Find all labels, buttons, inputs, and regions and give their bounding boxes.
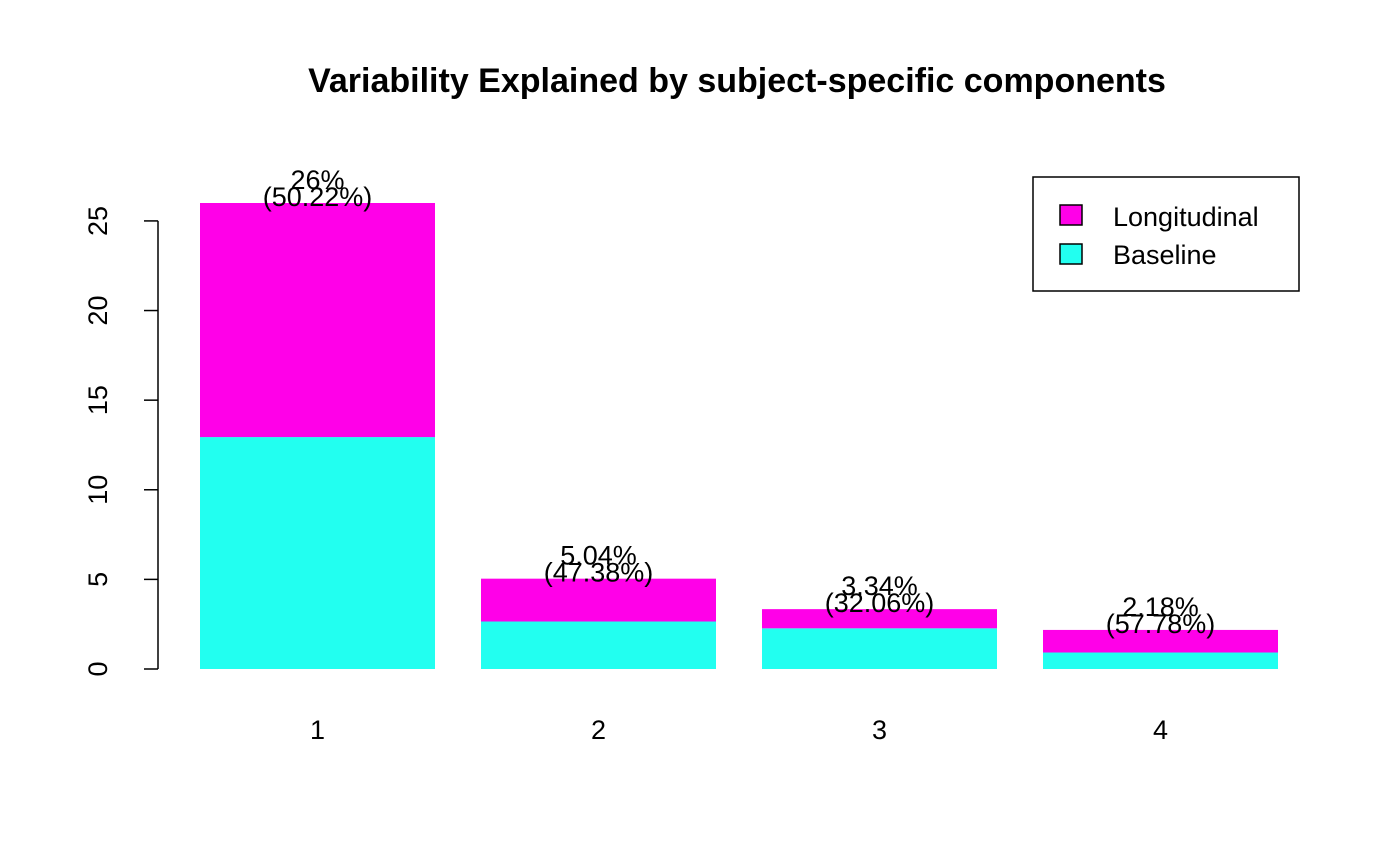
bar-4-baseline bbox=[1043, 652, 1278, 669]
y-tick-label-25: 25 bbox=[83, 206, 113, 236]
x-tick-labels: 1 2 3 4 bbox=[310, 715, 1168, 745]
y-tick-label-15: 15 bbox=[83, 385, 113, 415]
bar-share-label-4: (57.78%) bbox=[1106, 609, 1216, 639]
x-tick-label-2: 2 bbox=[591, 715, 606, 745]
bar-total-label-1: 26% bbox=[290, 165, 344, 195]
legend-box bbox=[1032, 176, 1300, 292]
legend-swatch-baseline bbox=[1059, 243, 1083, 265]
x-tick-label-3: 3 bbox=[872, 715, 887, 745]
bar-1-baseline bbox=[200, 437, 435, 669]
bar-labels: 26%(50.22%) 5.04%(47.38%) 3.34%(32.06%) 2.1… bbox=[263, 165, 1216, 639]
y-tick-label-10: 10 bbox=[83, 475, 113, 505]
x-tick-label-1: 1 bbox=[310, 715, 325, 745]
legend-swatch-longitudinal bbox=[1059, 204, 1083, 226]
bar-2-baseline bbox=[481, 621, 716, 669]
bar-total-label-2: 5.04% bbox=[560, 541, 637, 571]
legend-label-baseline: Baseline bbox=[1113, 240, 1217, 270]
y-tick-label-0: 0 bbox=[83, 661, 113, 676]
bar-2-longitudinal bbox=[481, 578, 716, 622]
bar-share-label-2: (47.38%) bbox=[544, 558, 654, 588]
bar-4-longitudinal bbox=[1043, 629, 1278, 653]
bars bbox=[200, 203, 1278, 669]
bar-3-longitudinal bbox=[762, 609, 997, 629]
legend: Longitudinal Baseline bbox=[1032, 176, 1300, 292]
bar-share-label-3: (32.06%) bbox=[825, 588, 935, 618]
bar-3-baseline bbox=[762, 628, 997, 669]
legend-label-longitudinal: Longitudinal bbox=[1113, 202, 1259, 232]
x-tick-label-4: 4 bbox=[1153, 715, 1168, 745]
bar-1-longitudinal bbox=[200, 203, 435, 438]
bar-total-label-4: 2.18% bbox=[1122, 592, 1199, 622]
chart-title: Variability Explained by subject-specifi… bbox=[308, 62, 1166, 100]
y-axis: 0 5 10 15 20 25 bbox=[83, 206, 159, 677]
bar-total-label-3: 3.34% bbox=[841, 571, 918, 601]
bar-share-label-1: (50.22%) bbox=[263, 182, 373, 212]
y-tick-label-20: 20 bbox=[83, 296, 113, 326]
y-tick-label-5: 5 bbox=[83, 572, 113, 587]
